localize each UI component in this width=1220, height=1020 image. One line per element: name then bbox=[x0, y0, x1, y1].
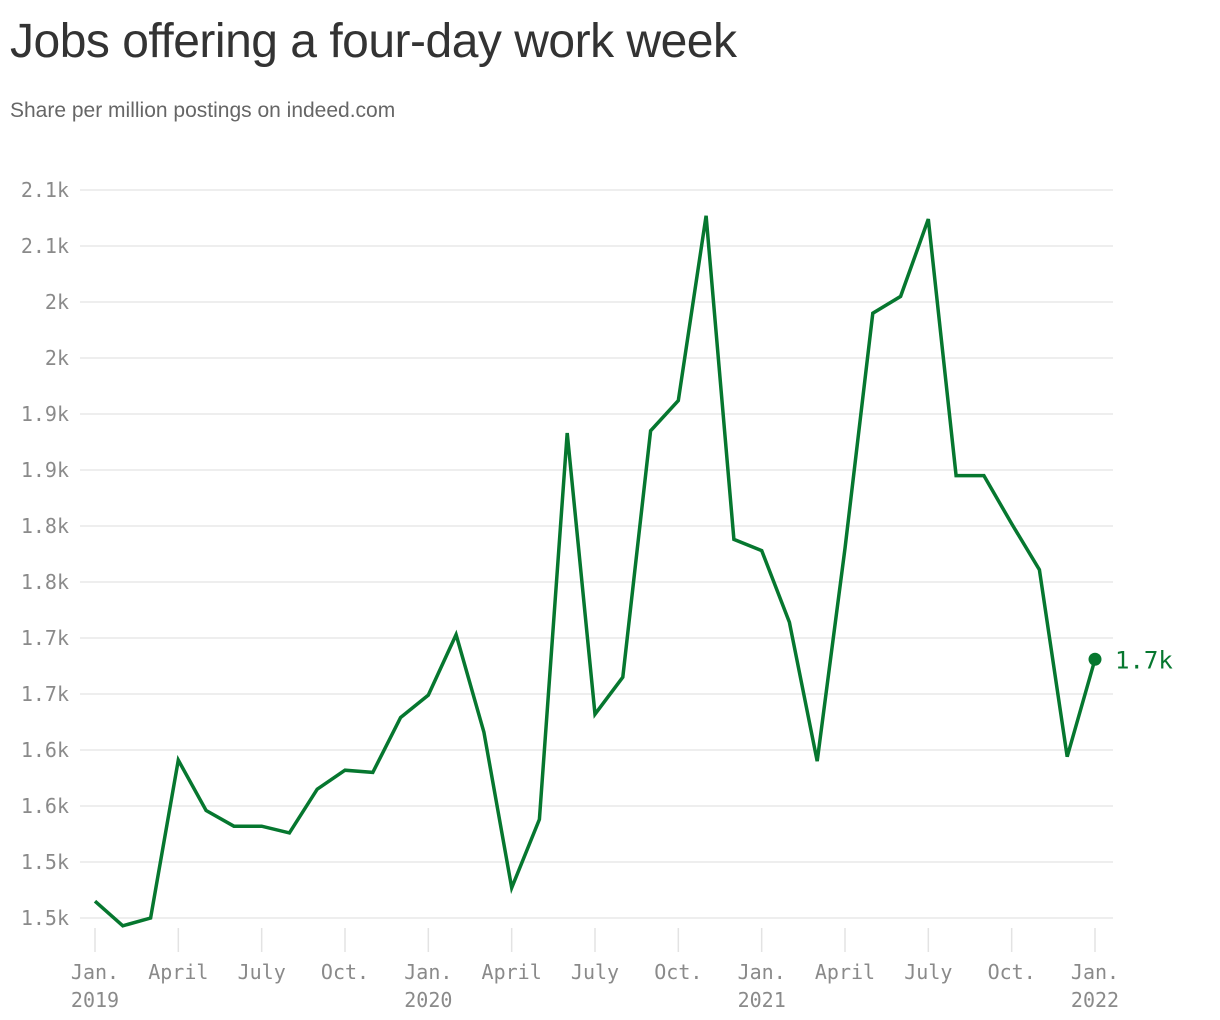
y-tick-label: 1.6k bbox=[21, 794, 69, 818]
data-point bbox=[315, 787, 319, 791]
x-tick-label: Jan. bbox=[1071, 960, 1119, 984]
data-point bbox=[93, 899, 97, 903]
data-point bbox=[926, 217, 930, 221]
data-point bbox=[787, 620, 791, 624]
data-point bbox=[399, 716, 403, 720]
y-tick-label: 2k bbox=[45, 290, 69, 314]
y-tick-label: 1.7k bbox=[21, 682, 69, 706]
x-tick-label: Oct. bbox=[654, 960, 702, 984]
data-point bbox=[843, 546, 847, 550]
data-point bbox=[871, 311, 875, 315]
data-point bbox=[732, 537, 736, 541]
x-tick-label: Jan. bbox=[738, 960, 786, 984]
x-tick-label: July bbox=[904, 960, 952, 984]
data-point bbox=[899, 294, 903, 298]
data-point bbox=[121, 924, 125, 928]
data-point bbox=[649, 429, 653, 433]
y-tick-label: 1.8k bbox=[21, 570, 69, 594]
data-point bbox=[204, 808, 208, 812]
x-tick-year-label: 2019 bbox=[71, 988, 119, 1012]
data-point bbox=[593, 712, 597, 716]
y-tick-label: 1.6k bbox=[21, 738, 69, 762]
data-point bbox=[815, 759, 819, 763]
data-point bbox=[760, 549, 764, 553]
x-tick-label: April bbox=[148, 960, 208, 984]
y-tick-label: 1.8k bbox=[21, 514, 69, 538]
y-tick-label: 1.9k bbox=[21, 458, 69, 482]
y-tick-label: 2.1k bbox=[21, 178, 69, 202]
data-point bbox=[1065, 755, 1069, 759]
data-point bbox=[621, 675, 625, 679]
y-tick-label: 2.1k bbox=[21, 234, 69, 258]
data-point bbox=[565, 431, 569, 435]
x-tick-label: Jan. bbox=[71, 960, 119, 984]
data-point bbox=[426, 693, 430, 697]
x-tick-year-label: 2021 bbox=[738, 988, 786, 1012]
data-point bbox=[676, 399, 680, 403]
end-value-label: 1.7k bbox=[1115, 646, 1173, 674]
data-point bbox=[954, 474, 958, 478]
chart-title: Jobs offering a four-day work week bbox=[10, 15, 737, 68]
x-tick-year-label: 2020 bbox=[404, 988, 452, 1012]
data-point bbox=[232, 824, 236, 828]
data-point bbox=[704, 214, 708, 218]
x-tick-year-label: 2022 bbox=[1071, 988, 1119, 1012]
x-tick-label: April bbox=[815, 960, 875, 984]
x-tick-label: July bbox=[238, 960, 286, 984]
x-tick-label: Jan. bbox=[404, 960, 452, 984]
x-tick-label: July bbox=[571, 960, 619, 984]
data-point bbox=[510, 886, 514, 890]
end-point-marker bbox=[1088, 652, 1102, 666]
y-tick-label: 1.5k bbox=[21, 906, 69, 930]
x-axis: Jan. 2019 April July Oct. Jan. 2020 April July Oc… bbox=[71, 928, 1119, 1012]
y-axis: 1.5k 1.5k 1.6k 1.6k 1.7k 1.7k 1.8k 1.8k 1.9k 1.9k… bbox=[21, 178, 69, 930]
data-point bbox=[343, 768, 347, 772]
data-point bbox=[149, 916, 153, 920]
y-tick-label: 1.7k bbox=[21, 626, 69, 650]
data-point bbox=[260, 824, 264, 828]
data-point bbox=[1037, 568, 1041, 572]
x-tick-label: Oct. bbox=[321, 960, 369, 984]
y-tick-label: 1.5k bbox=[21, 850, 69, 874]
data-point bbox=[1010, 522, 1014, 526]
x-tick-label: April bbox=[482, 960, 542, 984]
y-tick-label: 2k bbox=[45, 346, 69, 370]
y-tick-label: 1.9k bbox=[21, 402, 69, 426]
data-point bbox=[287, 831, 291, 835]
chart-subtitle: Share per million postings on indeed.com bbox=[10, 99, 396, 122]
series-line bbox=[93, 215, 1097, 928]
data-point bbox=[982, 474, 986, 478]
x-tick-label: Oct. bbox=[988, 960, 1036, 984]
data-point bbox=[454, 633, 458, 637]
data-point bbox=[176, 758, 180, 762]
series-layer: 1.7k bbox=[93, 214, 1173, 928]
data-point bbox=[482, 730, 486, 734]
gridlines bbox=[80, 189, 1113, 919]
data-point bbox=[537, 817, 541, 821]
data-point bbox=[371, 770, 375, 774]
